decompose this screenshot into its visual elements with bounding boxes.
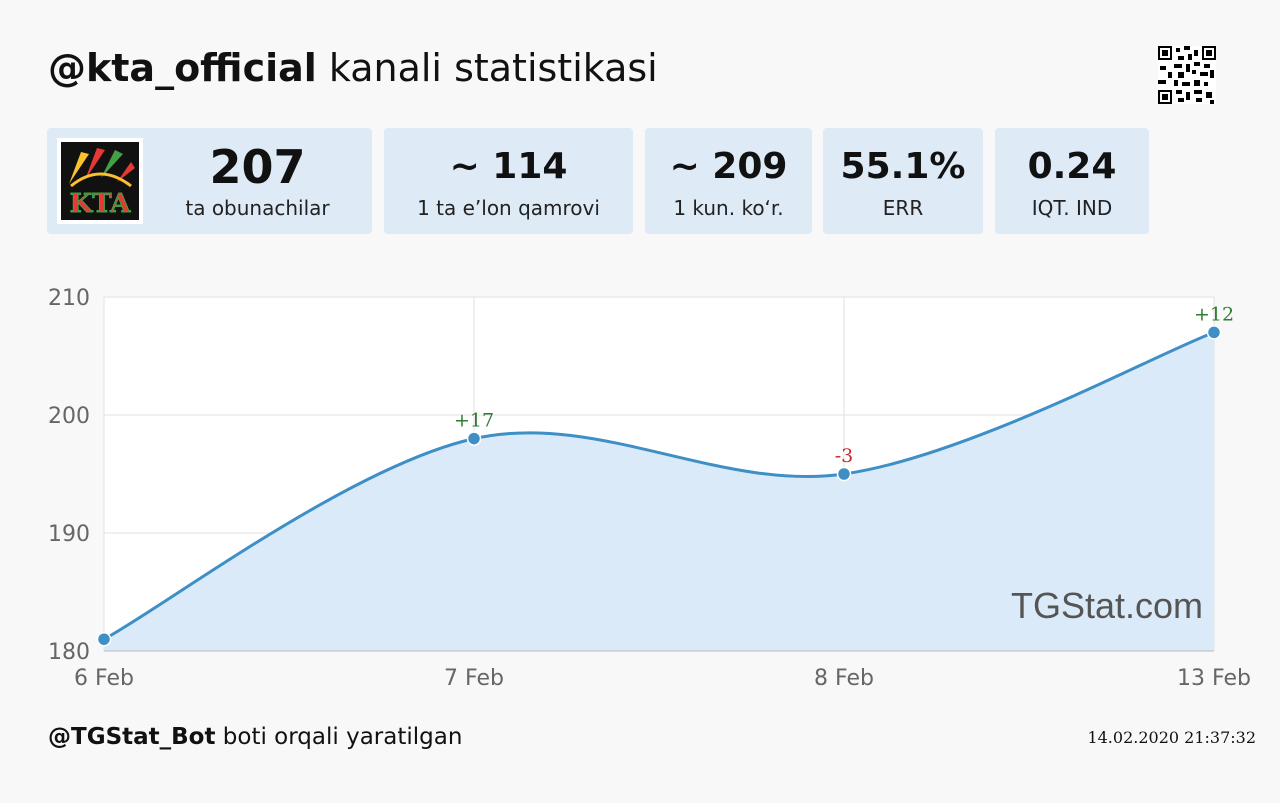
page-title: @kta_official kanali statistikasi (48, 46, 658, 90)
delta-label: +17 (454, 410, 494, 432)
y-tick-label: 180 (48, 640, 90, 665)
bot-handle: @TGStat_Bot (48, 724, 216, 750)
subscribers-label: ta obunachilar (185, 196, 330, 220)
y-tick-label: 190 (48, 522, 90, 547)
data-point (96, 631, 112, 647)
err-card: 55.1% ERR (823, 128, 983, 234)
qr-code-icon (1158, 46, 1216, 104)
subscribers-chart: 180 190 200 210 6 Feb 7 Feb 8 Feb 13 Feb TGStat.… (48, 286, 1251, 690)
data-point (466, 431, 482, 446)
citation-index-label: IQT. IND (1031, 196, 1113, 220)
subscribers-value: 207 (209, 140, 306, 194)
logo-text: KTA (70, 189, 132, 219)
post-reach-label: 1 ta e’lon qamrovi (417, 196, 600, 220)
x-tick-label: 8 Feb (814, 666, 874, 690)
delta-label: +12 (1194, 303, 1234, 325)
delta-label: -3 (835, 445, 854, 467)
post-reach-value: ~ 114 (449, 146, 568, 187)
data-point (1206, 325, 1222, 340)
title-suffix: kanali statistikasi (316, 46, 658, 90)
subscribers-card: KTA 207 ta obunachilar (47, 128, 372, 234)
err-value: 55.1% (840, 146, 966, 187)
daily-views-card: ~ 209 1 kun. koʻr. (645, 128, 812, 234)
err-label: ERR (882, 196, 924, 220)
data-point (836, 466, 852, 482)
footer-text: boti orqali yaratilgan (215, 724, 463, 750)
y-tick-label: 200 (48, 404, 90, 429)
post-reach-card: ~ 114 1 ta e’lon qamrovi (384, 128, 633, 234)
channel-handle: @kta_official (48, 46, 317, 90)
y-tick-label: 210 (48, 286, 90, 311)
daily-views-label: 1 kun. koʻr. (673, 196, 784, 220)
citation-index-value: 0.24 (1027, 146, 1117, 187)
watermark: TGStat.com (1011, 585, 1203, 626)
logo-emblem-icon: KTA (69, 148, 135, 220)
x-tick-label: 7 Feb (444, 666, 504, 690)
channel-logo: KTA (57, 138, 143, 224)
series-line (103, 330, 1215, 641)
x-tick-label: 6 Feb (74, 666, 134, 690)
timestamp: 14.02.2020 21:37:32 (1087, 728, 1256, 747)
footer-credit: @TGStat_Bot boti orqali yaratilgan (48, 724, 462, 750)
citation-index-card: 0.24 IQT. IND (995, 128, 1149, 234)
area-fill (104, 332, 1214, 651)
x-tick-label: 13 Feb (1177, 666, 1251, 690)
daily-views-value: ~ 209 (669, 146, 788, 187)
